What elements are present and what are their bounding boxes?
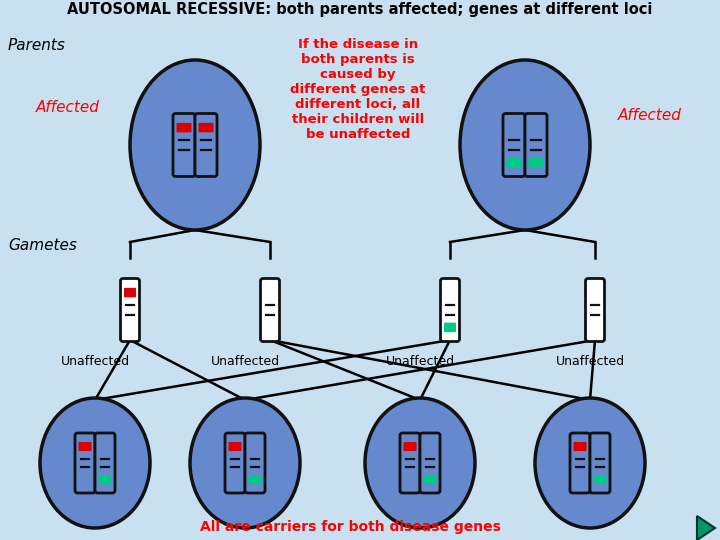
Ellipse shape — [460, 60, 590, 230]
FancyBboxPatch shape — [593, 475, 606, 484]
FancyBboxPatch shape — [225, 433, 245, 493]
FancyBboxPatch shape — [78, 442, 91, 451]
FancyBboxPatch shape — [441, 279, 459, 341]
Ellipse shape — [130, 60, 260, 230]
Text: Gametes: Gametes — [8, 238, 77, 253]
Text: Unaffected: Unaffected — [210, 355, 279, 368]
FancyBboxPatch shape — [195, 113, 217, 177]
FancyBboxPatch shape — [176, 123, 192, 132]
FancyBboxPatch shape — [75, 433, 95, 493]
FancyBboxPatch shape — [95, 433, 115, 493]
FancyBboxPatch shape — [503, 113, 525, 177]
FancyBboxPatch shape — [590, 433, 610, 493]
Ellipse shape — [535, 398, 645, 528]
FancyBboxPatch shape — [228, 442, 241, 451]
FancyBboxPatch shape — [506, 158, 521, 167]
FancyBboxPatch shape — [261, 279, 279, 341]
Text: Unaffected: Unaffected — [555, 355, 624, 368]
FancyBboxPatch shape — [124, 288, 136, 298]
Ellipse shape — [190, 398, 300, 528]
FancyBboxPatch shape — [570, 433, 590, 493]
Text: Affected: Affected — [618, 108, 682, 123]
Text: Affected: Affected — [36, 100, 100, 115]
Text: If the disease in
both parents is
caused by
different genes at
different loci, a: If the disease in both parents is caused… — [290, 38, 426, 141]
Text: All are carriers for both disease genes: All are carriers for both disease genes — [199, 520, 500, 534]
Ellipse shape — [365, 398, 475, 528]
FancyBboxPatch shape — [420, 433, 440, 493]
Polygon shape — [697, 516, 715, 540]
FancyBboxPatch shape — [403, 442, 416, 451]
FancyBboxPatch shape — [585, 279, 605, 341]
Text: Parents: Parents — [8, 38, 66, 53]
FancyBboxPatch shape — [423, 475, 436, 484]
FancyBboxPatch shape — [245, 433, 265, 493]
FancyBboxPatch shape — [99, 475, 112, 484]
FancyBboxPatch shape — [525, 113, 547, 177]
FancyBboxPatch shape — [248, 475, 261, 484]
FancyBboxPatch shape — [199, 123, 214, 132]
FancyBboxPatch shape — [400, 433, 420, 493]
Text: Unaffected: Unaffected — [385, 355, 454, 368]
Ellipse shape — [40, 398, 150, 528]
FancyBboxPatch shape — [120, 279, 140, 341]
FancyBboxPatch shape — [444, 322, 456, 332]
FancyBboxPatch shape — [173, 113, 195, 177]
FancyBboxPatch shape — [574, 442, 587, 451]
Text: Unaffected: Unaffected — [60, 355, 130, 368]
Text: AUTOSOMAL RECESSIVE: both parents affected; genes at different loci: AUTOSOMAL RECESSIVE: both parents affect… — [67, 2, 653, 17]
FancyBboxPatch shape — [528, 158, 544, 167]
